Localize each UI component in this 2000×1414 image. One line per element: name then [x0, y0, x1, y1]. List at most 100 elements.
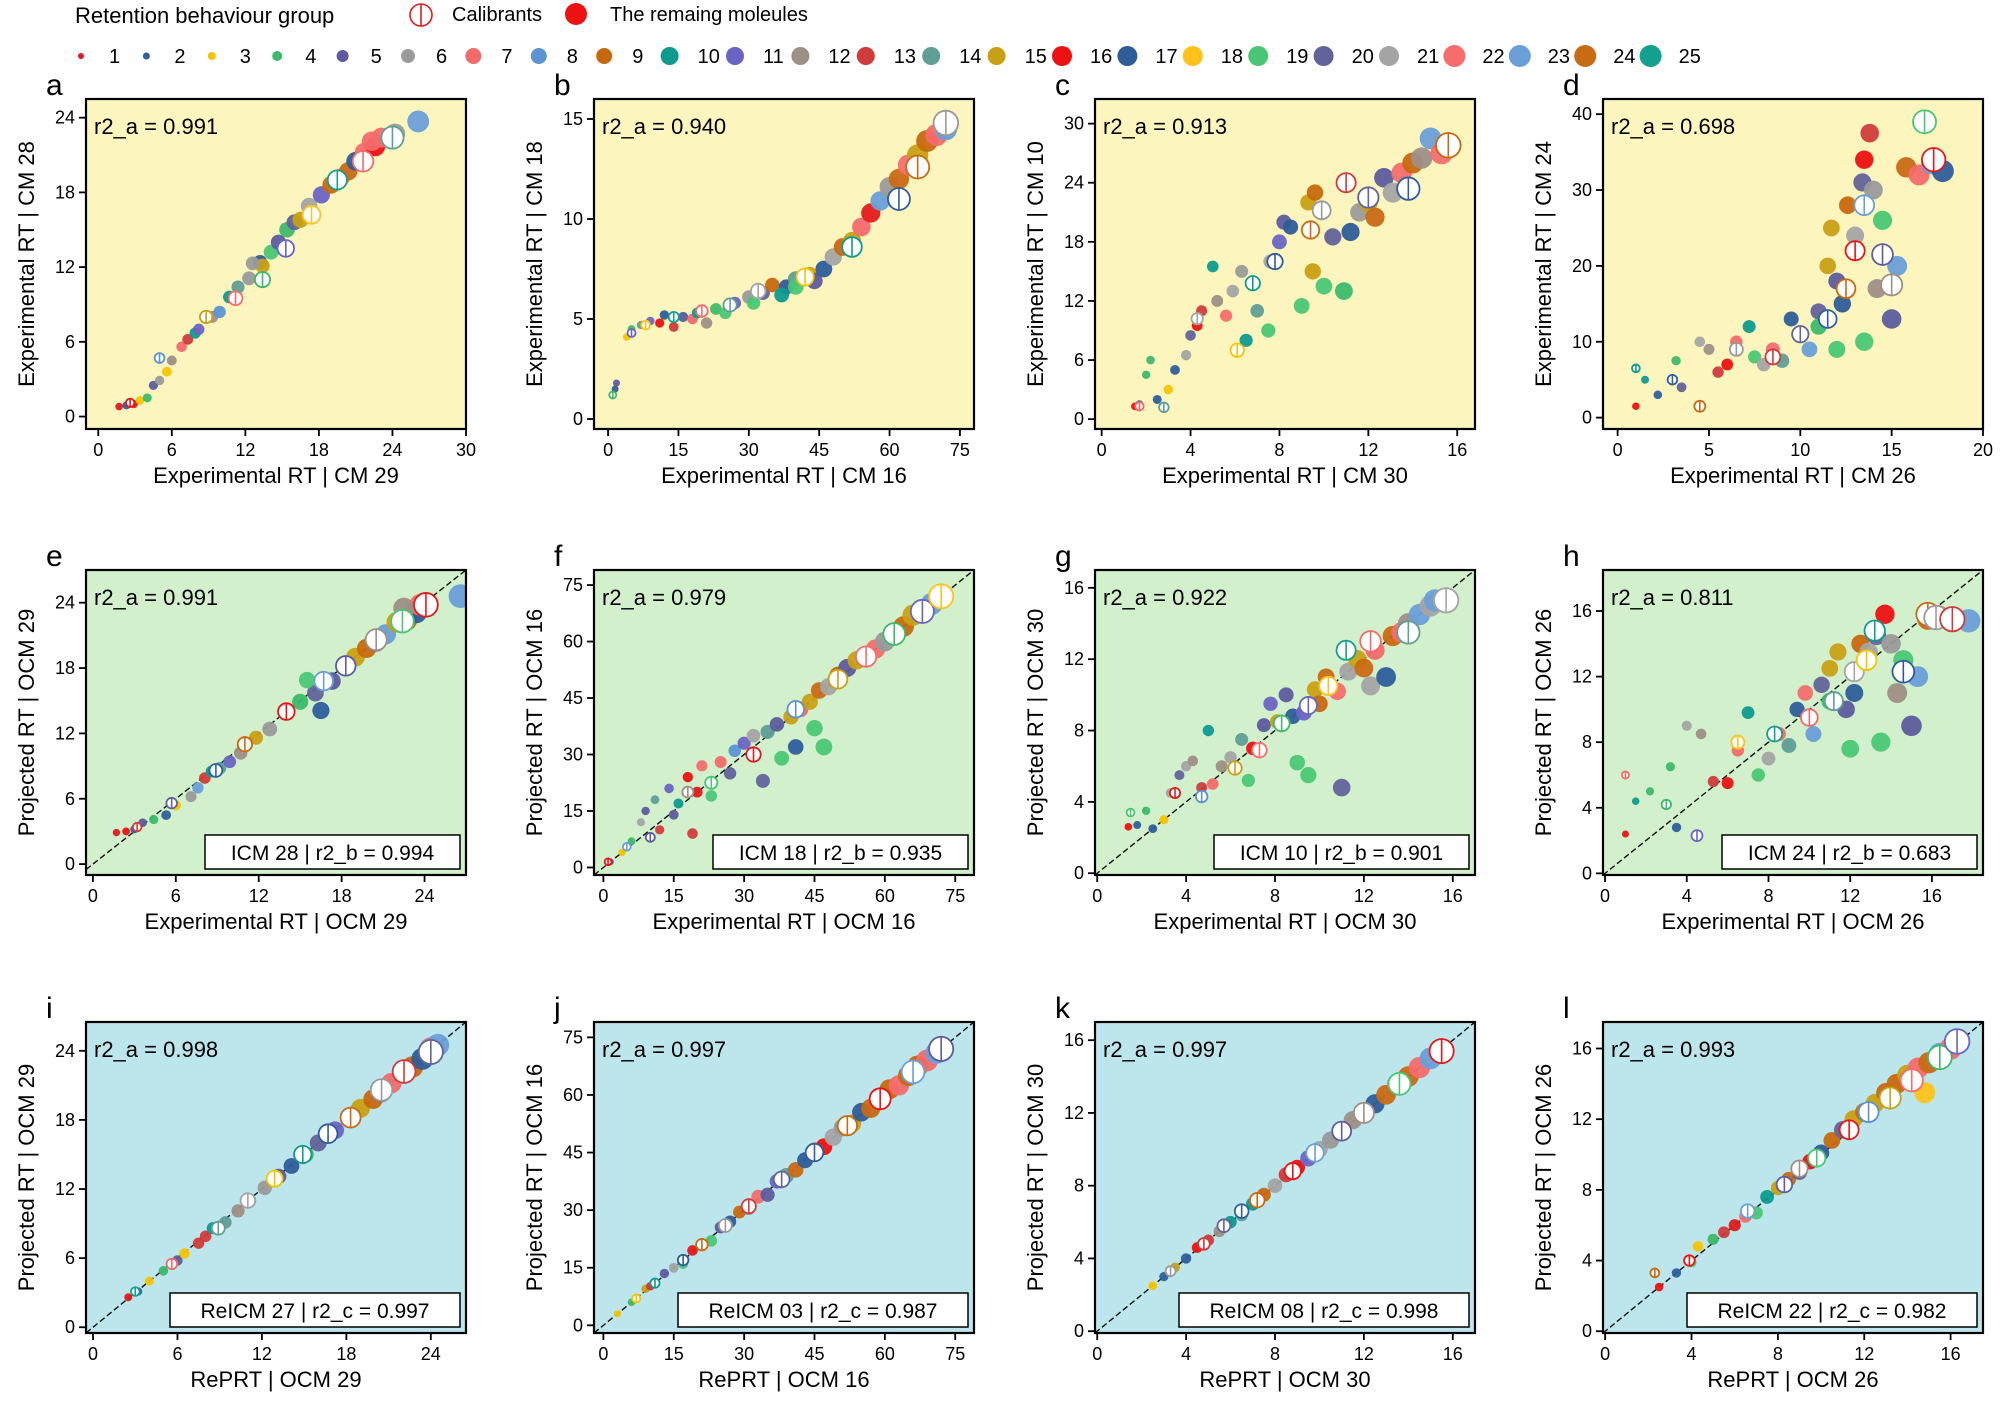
y-tick-label: 18	[55, 1110, 75, 1130]
data-point	[1901, 715, 1922, 737]
plot-area	[1603, 1022, 1983, 1333]
data-point	[691, 786, 703, 798]
legend-group-label: 2	[174, 46, 185, 68]
x-tick-label: 16	[1447, 440, 1467, 460]
data-point	[1695, 728, 1707, 740]
x-tick-label: 6	[167, 440, 177, 460]
inset-box	[1686, 1292, 1978, 1328]
data-point	[1180, 1253, 1192, 1264]
x-tick-label: 15	[1882, 440, 1902, 460]
data-point	[1671, 1268, 1682, 1278]
data-point	[613, 1310, 622, 1318]
data-point	[112, 828, 121, 837]
x-tick-label: 18	[332, 886, 352, 906]
panel-j: 0 15 30 45 60 75 0 15 30 45 60 75 RePRT | OCM 16 Proj…	[522, 992, 976, 1392]
x-tick-label: 12	[1358, 440, 1378, 460]
data-point	[185, 791, 197, 803]
y-tick-label: 4	[1074, 792, 1084, 812]
legend-group-marker	[207, 52, 216, 60]
legend-group-marker	[922, 47, 941, 65]
y-tick-label: 0	[65, 1317, 75, 1337]
x-tick-label: 0	[88, 886, 98, 906]
data-point	[283, 1158, 300, 1174]
x-tick-label: 60	[875, 1344, 895, 1364]
data-point	[407, 110, 430, 133]
y-tick-label: 16	[1064, 1030, 1084, 1050]
y-axis-label: Projected RT | OCM 29	[14, 609, 39, 836]
x-tick-label: 6	[171, 886, 181, 906]
inset-box	[677, 1292, 969, 1328]
panel-a: 0 6 12 18 24 30 0 6 12 18 24 Experimental RT | CM 2…	[14, 69, 476, 488]
data-point	[182, 333, 194, 345]
y-tick-label: 4	[1582, 1251, 1592, 1271]
legend-group-marker	[1117, 46, 1138, 66]
data-point	[1631, 797, 1640, 806]
y-tick-label: 0	[65, 854, 75, 874]
plot-area	[115, 110, 430, 411]
data-point	[1196, 782, 1208, 794]
legend-remaining-label: The remaing moleules	[610, 4, 808, 26]
data-point	[1676, 382, 1687, 393]
x-tick-label: 18	[336, 1344, 356, 1364]
panel-letter: d	[1563, 69, 1580, 102]
y-tick-label: 4	[1074, 1248, 1084, 1268]
data-point	[682, 771, 694, 783]
data-point	[1202, 724, 1215, 737]
y-axis-label: Projected RT | OCM 26	[1531, 1064, 1556, 1291]
data-point	[673, 798, 684, 809]
data-point	[1813, 676, 1830, 693]
data-point	[806, 719, 823, 737]
data-point	[262, 721, 278, 737]
legend-group-marker	[1443, 45, 1466, 67]
y-tick-label: 18	[55, 658, 75, 678]
x-tick-label: 0	[1092, 886, 1102, 906]
data-point	[668, 809, 679, 820]
y-tick-label: 8	[1582, 732, 1592, 752]
data-point	[192, 782, 204, 794]
data-point	[1304, 263, 1321, 280]
y-tick-label: 6	[65, 789, 75, 809]
panel-letter: k	[1055, 992, 1071, 1025]
data-point	[774, 750, 790, 766]
x-axis-label: Experimental RT | CM 16	[661, 463, 907, 488]
data-point	[1860, 123, 1880, 143]
data-point	[1187, 755, 1199, 767]
data-point	[774, 287, 790, 303]
data-point	[723, 767, 737, 780]
data-point	[1712, 366, 1724, 378]
y-tick-label: 75	[563, 575, 583, 595]
x-tick-label: 45	[804, 1344, 824, 1364]
y-axis-label: Projected RT | OCM 16	[522, 609, 547, 836]
x-tick-label: 0	[1600, 1344, 1610, 1364]
y-tick-label: 12	[55, 1179, 75, 1199]
data-point	[1707, 1233, 1719, 1245]
data-point	[1324, 228, 1342, 246]
x-axis-label: RePRT | OCM 26	[1707, 1367, 1878, 1392]
x-tick-label: 4	[1682, 886, 1692, 906]
x-tick-label: 4	[1186, 440, 1196, 460]
legend-group-label: 3	[240, 46, 251, 68]
data-point	[223, 755, 237, 769]
y-tick-label: 24	[1064, 173, 1084, 193]
y-axis-label: Experimental RT | CM 10	[1023, 141, 1048, 387]
inset-label: ICM 10 | r2_b = 0.901	[1240, 842, 1443, 865]
y-tick-label: 0	[65, 407, 75, 427]
data-point	[696, 760, 708, 772]
data-point	[1751, 768, 1765, 782]
data-point	[1293, 297, 1310, 314]
data-point	[705, 790, 718, 802]
y-tick-label: 15	[563, 109, 583, 129]
legend-group-label: 6	[436, 46, 447, 68]
data-point	[1241, 773, 1255, 788]
data-point	[1841, 739, 1860, 758]
data-point	[1220, 309, 1233, 322]
legend: Retention behaviour group Calibrants The…	[75, 3, 1701, 68]
plot-frame	[1093, 1020, 1477, 1335]
plot-frame	[1601, 568, 1985, 877]
legend-group-label: 24	[1613, 46, 1635, 68]
y-tick-label: 30	[1064, 114, 1084, 134]
x-tick-label: 0	[88, 1344, 98, 1364]
x-axis-label: Experimental RT | CM 26	[1670, 463, 1916, 488]
plot-area	[86, 1022, 466, 1333]
